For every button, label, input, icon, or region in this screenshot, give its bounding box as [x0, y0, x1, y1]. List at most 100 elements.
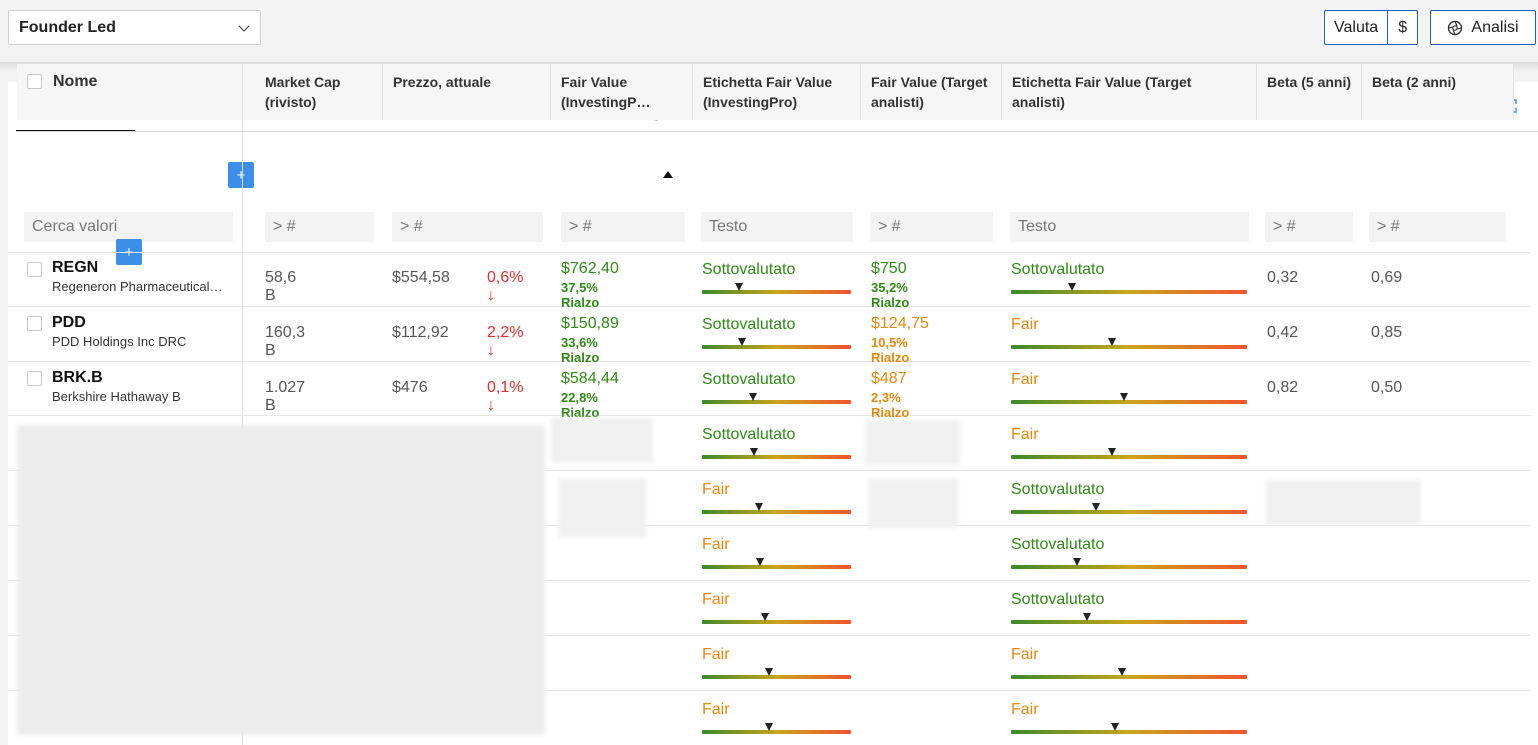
analisi-label: Analisi [1471, 18, 1519, 36]
blurred-cell [865, 420, 960, 465]
filter-price[interactable]: > # [392, 212, 543, 242]
row-checkbox[interactable] [27, 316, 42, 331]
row-target-label: Fair [1011, 371, 1039, 388]
row-price: $476 [392, 379, 428, 396]
fv-gauge-marker [765, 668, 774, 676]
target-gauge-bar [1011, 675, 1247, 679]
filter-beta2[interactable]: > # [1369, 212, 1506, 242]
row-fv-label: Fair [702, 536, 730, 553]
filter-fv-target[interactable]: > # [870, 212, 993, 242]
row-checkbox[interactable] [27, 262, 42, 277]
fv-gauge-marker [738, 338, 747, 346]
row-checkbox[interactable] [27, 371, 42, 386]
row-fair-upside: 37,5% Rialzo [561, 280, 600, 310]
fv-gauge-marker [756, 558, 765, 566]
fv-gauge-bar [702, 290, 851, 294]
target-gauge-bar [1011, 565, 1247, 569]
header-beta5[interactable]: Beta (5 anni) [1257, 64, 1362, 120]
row-fv-label: Fair [702, 481, 730, 498]
row-beta5: 0,42 [1267, 324, 1299, 341]
row-company-name: PDD Holdings Inc DRC [52, 334, 187, 349]
row-fair-upside: 22,8% Rialzo [561, 390, 600, 420]
arrow-down-icon: ↓ [487, 287, 495, 304]
row-divider [8, 306, 1530, 307]
fv-gauge-marker [760, 613, 769, 621]
row-fair-upside: 33,6% Rialzo [561, 335, 600, 365]
search-input[interactable]: Cerca valori [24, 212, 233, 242]
header-nome[interactable]: Nome [53, 73, 98, 90]
row-company-name: Berkshire Hathaway B [52, 389, 181, 404]
row-target-label: Sottovalutato [1011, 536, 1105, 553]
filter-beta5[interactable]: > # [1265, 212, 1353, 242]
sort-up-icon [663, 171, 673, 178]
blurred-rows [17, 425, 545, 735]
row-fv-label: Sottovalutato [702, 316, 796, 333]
row-change-value: 0,6% [487, 269, 524, 286]
fv-gauge-marker [754, 503, 763, 511]
row-change: 0,1% ↓ [487, 379, 523, 415]
row-target-label: Fair [1011, 701, 1039, 718]
row-target-upside: 10,5% Rialzo [871, 335, 910, 365]
top-bar: Founder Led Valuta $ Analisi [0, 0, 1538, 64]
row-symbol[interactable]: REGN [52, 259, 99, 276]
blurred-cell [558, 478, 646, 538]
blurred-cell [868, 478, 958, 528]
target-gauge-marker [1068, 283, 1077, 291]
target-gauge-marker [1091, 503, 1100, 511]
row-target-value: $750 [871, 260, 907, 277]
row-change-value: 0,1% [487, 379, 524, 396]
row-divider [8, 470, 1530, 471]
fv-gauge-bar [702, 620, 851, 624]
target-gauge-bar [1011, 620, 1247, 624]
row-divider [8, 525, 1530, 526]
fv-gauge-bar [702, 400, 851, 404]
row-beta2: 0,50 [1371, 379, 1403, 396]
target-gauge-marker [1117, 668, 1126, 676]
fv-gauge-bar [702, 510, 851, 514]
row-fv-label: Sottovalutato [702, 371, 796, 388]
row-market-cap: 58,6 B [265, 269, 297, 304]
filter-fv-label[interactable]: Testo [701, 212, 853, 242]
table-header: Nome Market Cap (rivisto) Prezzo, attual… [17, 64, 1514, 120]
filter-fv-target-label[interactable]: Testo [1010, 212, 1249, 242]
watchlist-name: Founder Led [19, 18, 116, 36]
row-symbol[interactable]: BRK.B [52, 369, 103, 386]
analisi-button[interactable]: Analisi [1430, 10, 1536, 45]
add-column-button[interactable]: + [228, 162, 254, 188]
filter-fair-value[interactable]: > # [561, 212, 685, 242]
select-all-checkbox[interactable] [27, 74, 42, 89]
header-fv-target[interactable]: Fair Value (Target analisti) [861, 64, 1002, 120]
currency-selector[interactable]: Valuta $ [1324, 10, 1419, 45]
row-divider [8, 580, 1530, 581]
target-gauge-marker [1082, 613, 1091, 621]
plus-icon: + [236, 166, 246, 184]
row-target-upside: 2,3% Rialzo [871, 390, 910, 420]
row-target-label: Fair [1011, 646, 1039, 663]
row-target-label: Fair [1011, 316, 1039, 333]
blurred-cell [551, 418, 653, 463]
target-gauge-marker [1108, 338, 1117, 346]
header-market-cap[interactable]: Market Cap (rivisto) [255, 64, 383, 120]
row-fv-label: Sottovalutato [702, 261, 796, 278]
fv-gauge-bar [702, 675, 851, 679]
header-fair-value[interactable]: Fair Value (InvestingP… [551, 64, 693, 120]
arrow-down-icon: ↓ [487, 342, 495, 359]
target-gauge-bar [1011, 455, 1247, 459]
target-gauge-bar [1011, 290, 1247, 294]
header-price[interactable]: Prezzo, attuale [383, 64, 551, 120]
currency-value[interactable]: $ [1387, 11, 1417, 44]
row-divider [8, 690, 1530, 691]
fv-gauge-bar [702, 565, 851, 569]
watchlist-dropdown[interactable]: Founder Led [8, 10, 261, 45]
header-beta2[interactable]: Beta (2 anni) [1362, 64, 1514, 120]
row-target-label: Sottovalutato [1011, 261, 1105, 278]
row-target-value: $487 [871, 370, 907, 387]
header-fv-label[interactable]: Etichetta Fair Value (InvestingPro) [693, 64, 861, 120]
fv-gauge-bar [702, 345, 851, 349]
row-divider [8, 252, 1530, 253]
filter-market-cap[interactable]: > # [265, 212, 374, 242]
header-fv-target-label[interactable]: Etichetta Fair Value (Target analisti) [1002, 64, 1257, 120]
fv-gauge-bar [702, 455, 851, 459]
fv-gauge-bar [702, 730, 851, 734]
row-symbol[interactable]: PDD [52, 314, 86, 331]
